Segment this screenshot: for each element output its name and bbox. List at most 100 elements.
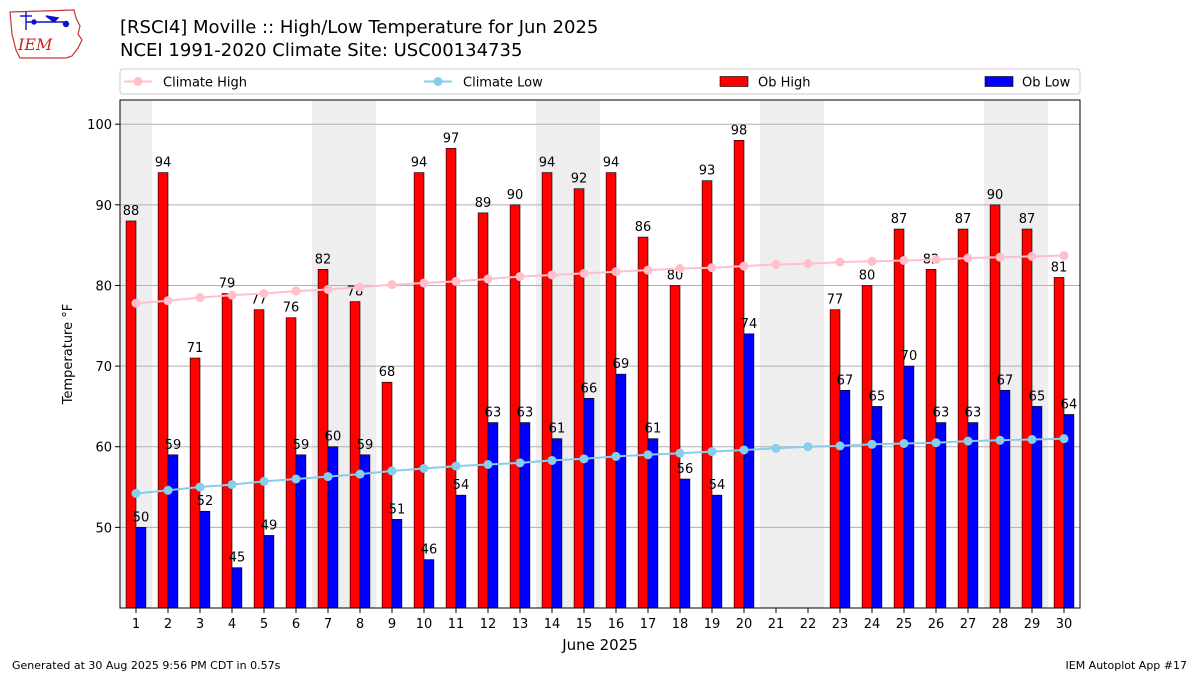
climate-low-point [291,474,301,484]
climate-low-point [419,464,429,474]
ob-high-label: 94 [155,156,172,171]
climate-low-point [835,441,845,451]
legend-box [119,68,1081,95]
climate-high-point [1059,251,1069,261]
x-tick-label: 8 [356,617,364,632]
y-tick-label: 100 [87,118,112,133]
climate-high-point [259,289,269,299]
climate-high-point [931,255,941,265]
ob-high-bar [701,180,713,609]
ob-high-bar [1021,228,1033,609]
climate-high-point [227,290,237,300]
x-tick-label: 2 [164,617,172,632]
ob-high-bar [349,301,361,609]
ob-high-label: 90 [507,188,524,203]
ob-high-bar [157,172,169,609]
ob-low-label: 65 [869,389,886,404]
ob-low-bar [455,494,467,609]
x-tick-label: 7 [324,617,332,632]
climate-low-point [451,461,461,471]
climate-high-point [163,296,173,306]
x-tick-label: 6 [292,617,300,632]
x-tick-label: 12 [480,617,497,632]
climate-high-point [483,274,493,284]
ob-high-bar [541,172,553,609]
climate-low-point [483,459,493,469]
legend-ob-low-swatch [984,76,1014,87]
climate-low-point [931,438,941,448]
app-label: IEM Autoplot App #17 [1065,659,1188,672]
ob-low-label: 67 [997,373,1014,388]
ob-high-label: 93 [699,164,716,179]
x-tick-label: 21 [768,617,785,632]
climate-low-point [899,439,909,449]
x-tick-label: 22 [800,617,817,632]
climate-low-point [355,469,365,479]
legend-climate-high-marker [133,77,143,86]
ob-low-bar [871,406,883,609]
climate-low-point [611,451,621,461]
ob-low-label: 52 [197,494,214,509]
generated-timestamp: Generated at 30 Aug 2025 9:56 PM CDT in … [12,659,281,672]
climate-high-point [803,259,813,269]
x-tick-label: 10 [416,617,433,632]
x-tick-label: 18 [672,617,689,632]
x-tick-label: 4 [228,617,236,632]
ob-high-label: 94 [411,156,428,171]
legend-ob-high-label: Ob High [758,76,811,91]
x-tick-label: 9 [388,617,396,632]
x-tick-label: 1 [132,617,140,632]
climate-high-point [323,284,333,294]
ob-low-bar [423,559,435,609]
ob-high-label: 81 [1051,260,1068,275]
chart-subtitle: NCEI 1991-2020 Climate Site: USC00134735 [120,40,523,61]
ob-low-label: 69 [613,357,630,372]
ob-high-label: 79 [219,277,236,292]
climate-high-point [451,276,461,286]
x-tick-label: 19 [704,617,721,632]
ob-low-label: 49 [261,518,278,533]
climate-low-point [867,439,877,449]
ob-high-bar [893,228,905,609]
iem-logo: IEM [9,9,83,59]
ob-low-label: 61 [549,422,566,437]
climate-high-point [963,253,973,263]
ob-high-label: 87 [891,212,908,227]
x-tick-label: 3 [196,617,204,632]
climate-high-point [675,264,685,274]
climate-high-point [579,268,589,278]
ob-low-bar [935,422,947,609]
ob-high-label: 94 [603,156,620,171]
ob-high-label: 80 [859,268,876,283]
climate-high-point [835,257,845,267]
ob-low-bar [679,478,691,609]
ob-high-bar [381,381,393,609]
ob-low-label: 63 [933,406,950,421]
climate-low-point [131,488,141,498]
legend-climate-low-label: Climate Low [463,76,543,91]
climate-high-point [995,252,1005,262]
ob-low-label: 54 [453,478,470,493]
ob-high-bar [285,317,297,609]
ob-high-bar [989,204,1001,609]
ob-high-bar [253,309,265,609]
climate-low-point [707,447,717,457]
climate-high-point [771,259,781,269]
climate-high-point [867,256,877,266]
x-tick-label: 25 [896,617,913,632]
ob-low-label: 63 [485,406,502,421]
ob-low-bar [135,527,147,609]
climate-low-point [995,435,1005,445]
ob-low-label: 64 [1061,397,1078,412]
ob-low-label: 65 [1029,389,1046,404]
climate-low-point [1059,434,1069,444]
weekend-shade [760,100,792,608]
x-axis-label: June 2025 [561,636,638,654]
x-tick-label: 29 [1024,617,1041,632]
climate-high-line [135,254,1065,305]
x-tick-label: 17 [640,617,657,632]
climate-high-point [387,280,397,290]
ob-low-label: 61 [645,422,662,437]
climate-high-point [1027,251,1037,261]
